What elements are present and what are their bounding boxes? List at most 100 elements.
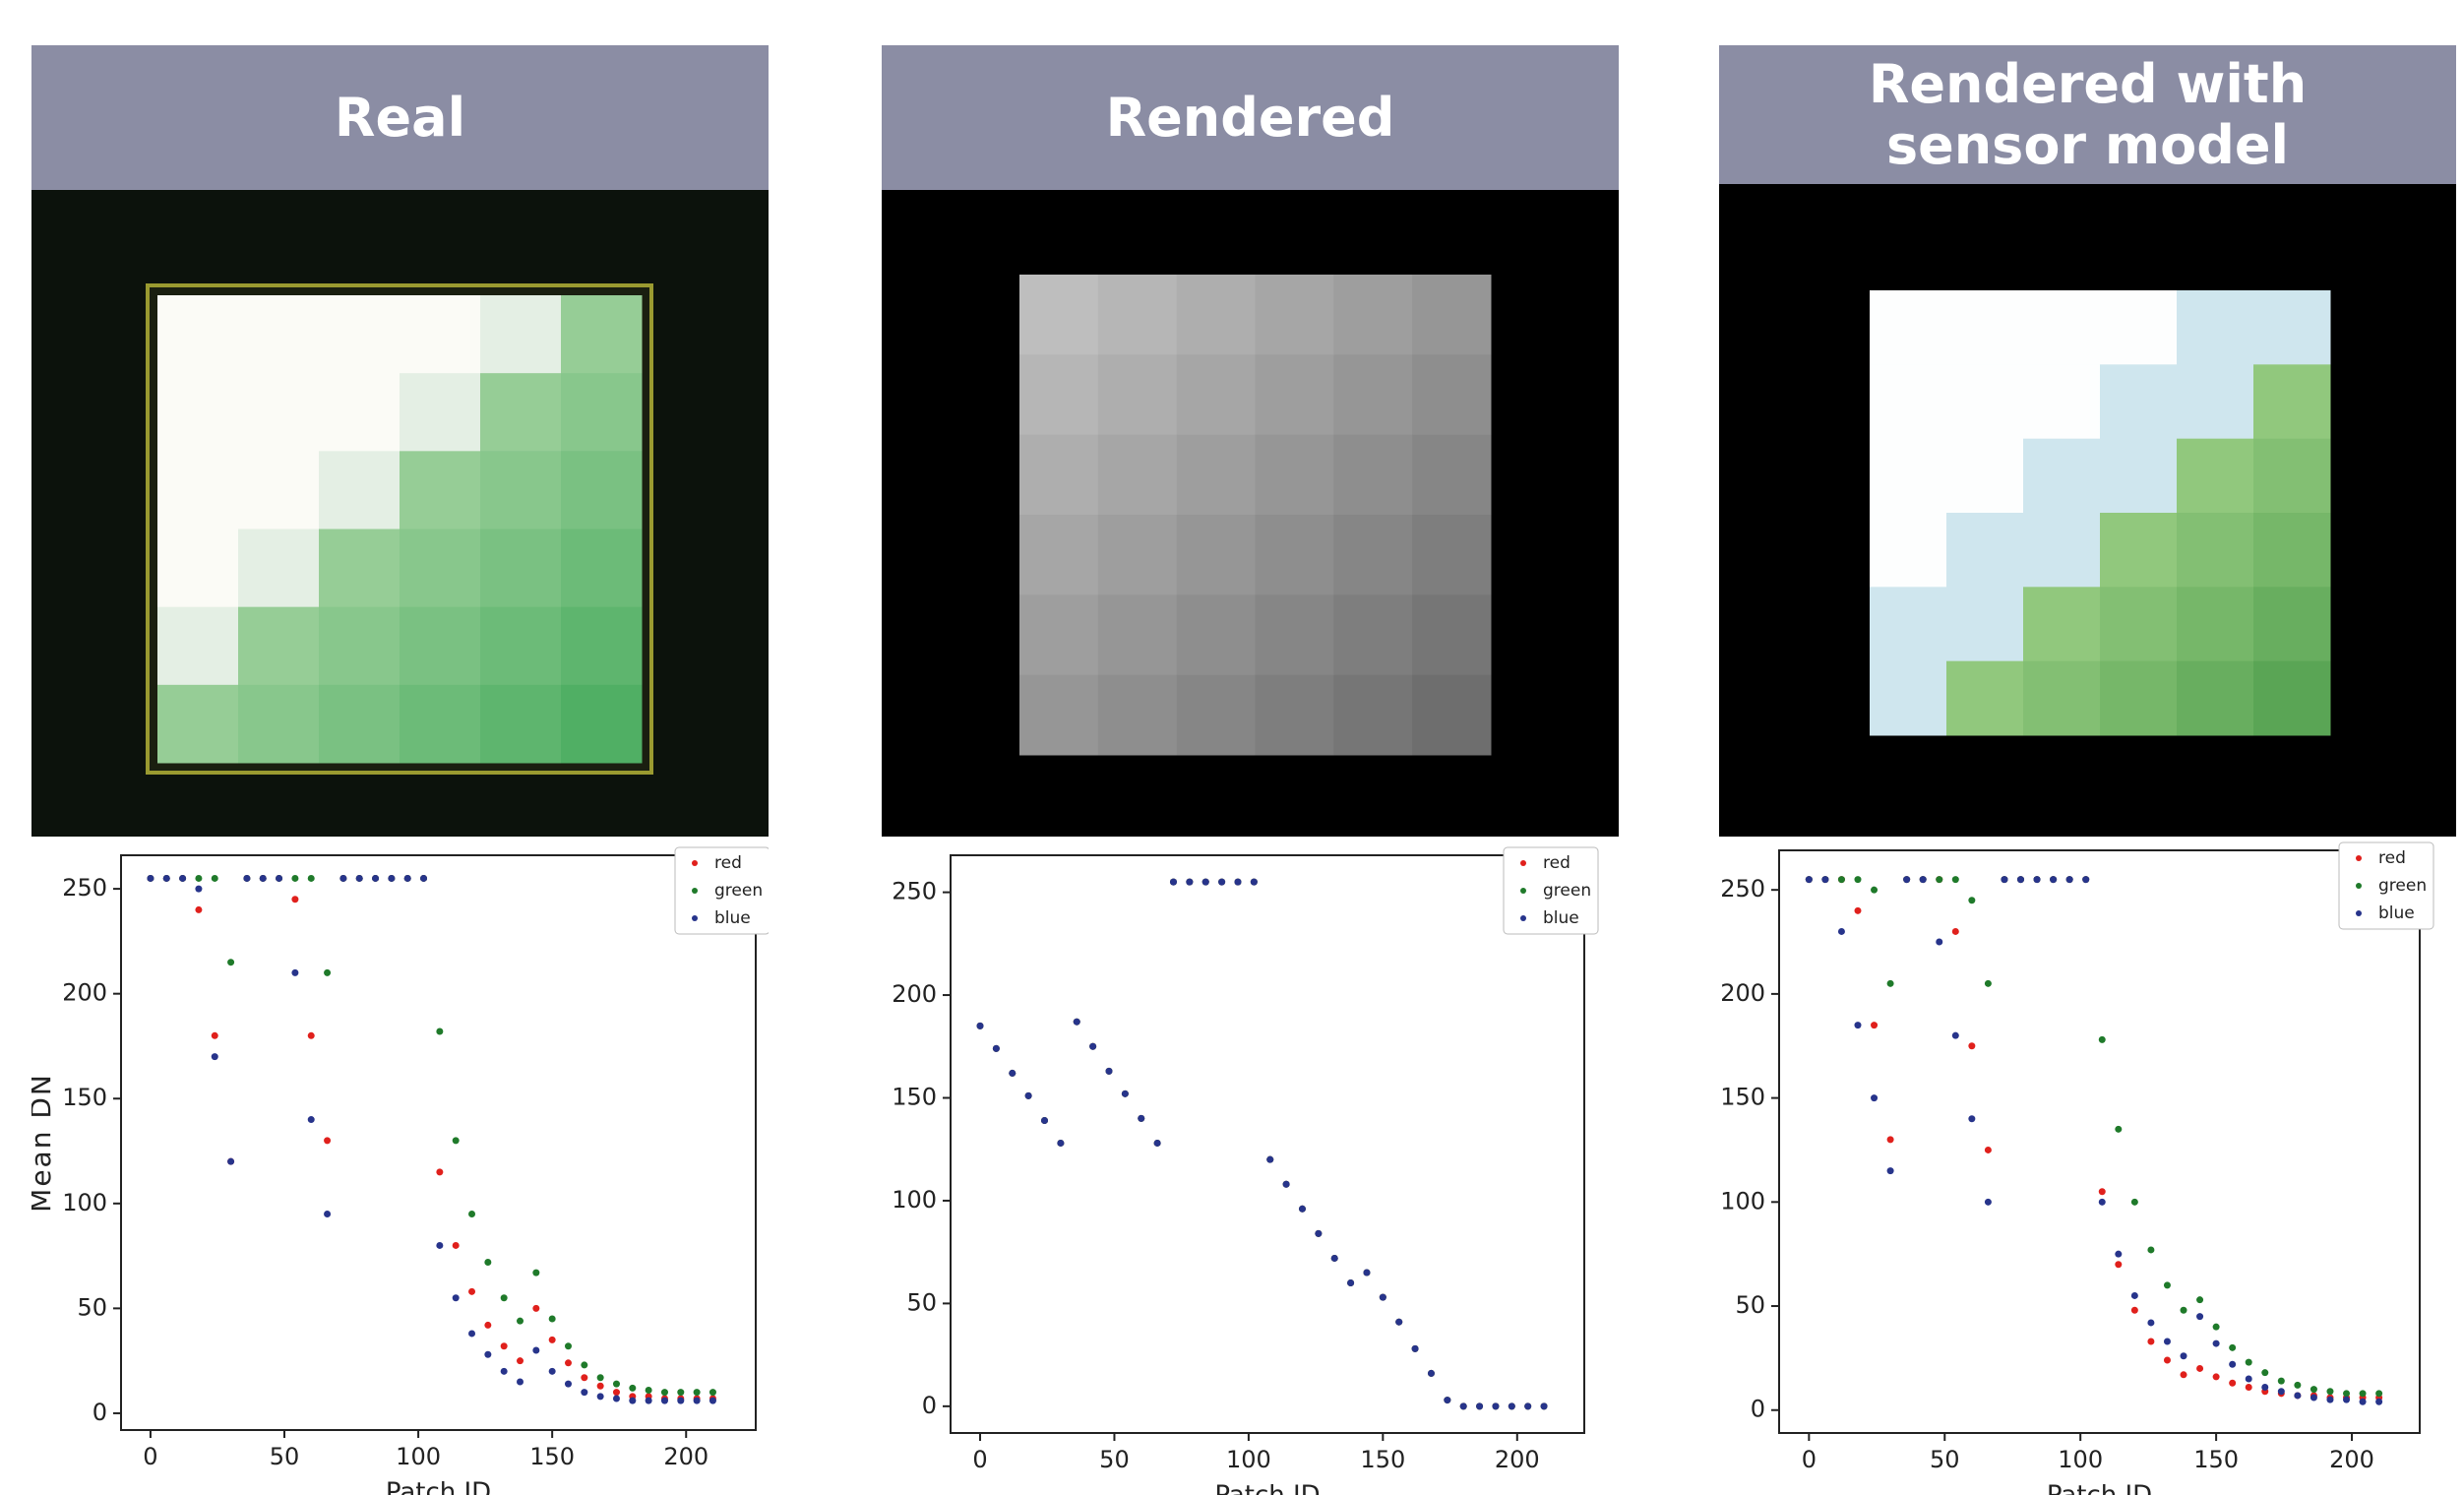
data-point	[2245, 1375, 2252, 1383]
data-point	[596, 1382, 604, 1390]
patch	[1176, 594, 1256, 676]
data-point	[612, 1395, 620, 1402]
patch	[400, 451, 481, 529]
panel: Rendered 0 50 100 150 200 0 50 100 150 200 250 Patch…	[882, 45, 1619, 1495]
data-point	[211, 874, 218, 882]
data-point	[1138, 1114, 1145, 1122]
patch	[1255, 594, 1334, 676]
patch	[319, 373, 400, 452]
data-point	[517, 1357, 524, 1365]
data-point	[708, 1389, 716, 1397]
patch	[1255, 354, 1334, 436]
data-point	[1968, 1115, 1976, 1123]
data-point	[1073, 1018, 1080, 1026]
data-point	[2050, 876, 2058, 884]
patch	[319, 295, 400, 374]
patch	[238, 295, 320, 374]
data-point	[500, 1367, 508, 1375]
legend-marker	[1520, 915, 1526, 921]
data-point	[1837, 876, 1845, 884]
y-tick-label: 150	[892, 1083, 937, 1110]
data-point	[1363, 1269, 1371, 1277]
legend-label: red	[714, 853, 742, 873]
data-point	[468, 1210, 476, 1217]
patch	[1097, 434, 1178, 516]
data-point	[1169, 878, 1177, 886]
data-point	[291, 874, 299, 882]
data-point	[2147, 1246, 2155, 1254]
data-point	[581, 1374, 588, 1382]
data-point	[1315, 1229, 1323, 1237]
patch	[561, 684, 643, 764]
x-tick-label: 200	[2329, 1446, 2374, 1473]
patch	[157, 295, 239, 374]
y-tick-label: 250	[892, 878, 937, 905]
patch	[1255, 275, 1334, 355]
patch	[1176, 515, 1256, 595]
data-point	[1936, 938, 1943, 946]
data-point	[403, 874, 411, 882]
data-point	[2180, 1352, 2187, 1360]
x-tick-label: 200	[663, 1443, 708, 1470]
data-point	[2147, 1338, 2155, 1345]
data-point	[677, 1397, 685, 1404]
data-point	[548, 1367, 556, 1375]
data-point	[2294, 1392, 2302, 1400]
patch	[480, 529, 562, 608]
plot-area	[1778, 849, 2421, 1434]
x-tick-label: 50	[1099, 1446, 1130, 1473]
patch	[1255, 674, 1334, 756]
x-tick-label: 0	[1802, 1446, 1817, 1473]
patch	[1412, 515, 1492, 595]
data-point	[693, 1389, 701, 1397]
patch	[561, 451, 643, 529]
patch	[1176, 275, 1256, 355]
patch	[1097, 594, 1178, 676]
data-point	[564, 1380, 572, 1388]
patch	[1870, 438, 1947, 514]
data-point	[2343, 1396, 2351, 1403]
data-point	[162, 874, 170, 882]
data-point	[1057, 1139, 1065, 1147]
patch	[2100, 587, 2178, 662]
data-point	[1234, 878, 1242, 886]
data-point	[195, 905, 203, 913]
patch	[400, 295, 481, 374]
patch	[1097, 674, 1178, 756]
y-tick-label: 250	[1720, 875, 1765, 903]
data-point	[307, 874, 315, 882]
patch	[1097, 515, 1178, 595]
patch	[1333, 354, 1413, 436]
y-tick-label: 0	[92, 1399, 107, 1426]
patch	[1255, 434, 1334, 516]
patch	[480, 373, 562, 452]
patch	[157, 606, 239, 686]
legend-label: red	[2378, 848, 2406, 868]
patch	[2100, 364, 2178, 440]
patch	[319, 451, 400, 529]
patch	[480, 606, 562, 686]
data-point	[372, 874, 380, 882]
data-point	[2163, 1281, 2171, 1289]
data-point	[291, 968, 299, 976]
data-point	[1282, 1180, 1290, 1188]
data-point	[1968, 897, 1976, 904]
y-tick-label: 150	[62, 1084, 107, 1111]
x-tick-label: 150	[2193, 1446, 2239, 1473]
data-point	[596, 1393, 604, 1401]
data-point	[2245, 1383, 2252, 1391]
legend-label: red	[1543, 853, 1571, 873]
data-point	[2147, 1319, 2155, 1327]
data-point	[2001, 876, 2008, 884]
x-axis-label: Patch ID	[1214, 1481, 1320, 1495]
data-point	[1951, 927, 1959, 935]
patch	[2177, 660, 2254, 736]
data-point	[484, 1321, 492, 1329]
patch	[2177, 438, 2254, 514]
data-point	[1186, 878, 1194, 886]
data-point	[693, 1397, 701, 1404]
x-tick-label: 100	[2058, 1446, 2103, 1473]
data-point	[1121, 1090, 1129, 1097]
data-point	[1395, 1318, 1403, 1326]
data-point	[1984, 1146, 1992, 1153]
